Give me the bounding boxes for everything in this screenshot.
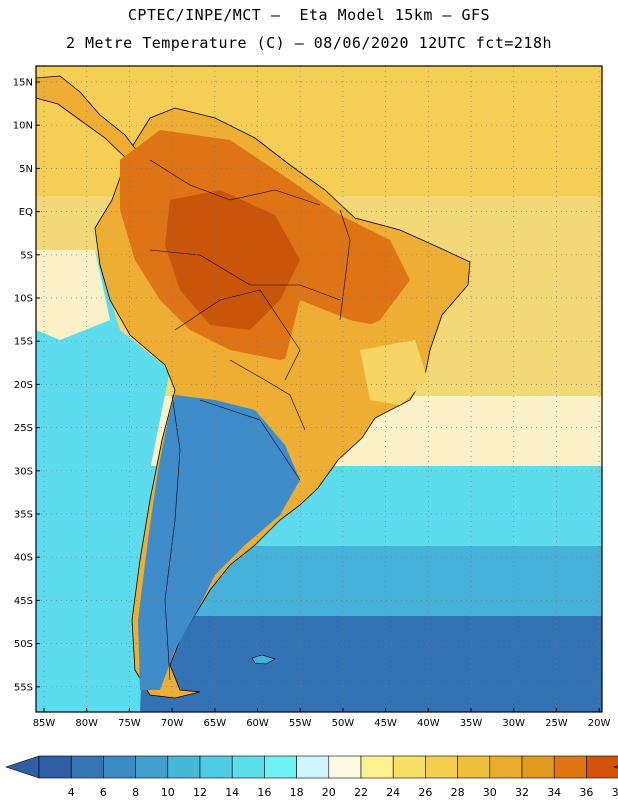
map-title: CPTEC/INPE/MCT – Eta Model 15km – GFS (127, 6, 491, 24)
lat-label: 15S (14, 337, 33, 348)
lon-label: 45W (374, 718, 397, 729)
lon-label: 60W (246, 718, 269, 729)
colorbar-swatch (296, 755, 330, 779)
country-borders (149, 159, 351, 681)
colorbar-label: 10 (161, 786, 175, 799)
lon-label: 40W (417, 718, 440, 729)
colorbar-label: 36 (579, 786, 593, 799)
colorbar-low-arrow (5, 755, 40, 779)
colorbar-label: 18 (290, 786, 304, 799)
colorbar-label: 38 (612, 786, 618, 799)
colorbar-label: 30 (483, 786, 497, 799)
lat-label: EQ (19, 207, 33, 218)
lat-label: 5S (20, 250, 33, 261)
lon-label: 75W (118, 718, 141, 729)
colorbar-high-arrow (612, 765, 618, 769)
lat-label: 50S (14, 639, 33, 650)
colorbar-label: 24 (386, 786, 400, 799)
lon-label: 70W (161, 718, 184, 729)
colorbar-label: 6 (100, 786, 107, 799)
colorbar-label: 28 (451, 786, 465, 799)
lat-label: 5N (19, 164, 33, 175)
colorbar-swatch (457, 755, 491, 779)
lat-label: 55S (14, 682, 33, 693)
lon-label: 65W (203, 718, 226, 729)
colorbar-label: 14 (225, 786, 239, 799)
colorbar-swatch (392, 755, 426, 779)
lon-label: 25W (545, 718, 568, 729)
colorbar-swatch (328, 755, 362, 779)
core-hot-region (165, 190, 300, 330)
lat-label: 10N (13, 121, 33, 132)
colorbar-swatch (103, 755, 136, 779)
colorbar-swatch (199, 755, 233, 779)
colorbar-label: 20 (322, 786, 336, 799)
colorbar-swatch (425, 755, 458, 779)
lat-label: 40S (14, 553, 33, 564)
lat-label: 10S (14, 294, 33, 305)
colorbar-swatch (521, 755, 555, 779)
map-field (36, 66, 602, 712)
lat-label: 15N (13, 78, 33, 89)
lon-label: 50W (332, 718, 355, 729)
pacific-pale-water (36, 250, 110, 340)
lat-label: 20S (14, 380, 33, 391)
colorbar-swatch (553, 755, 587, 779)
colorbar-swatch (167, 755, 201, 779)
colorbar-label: 22 (354, 786, 368, 799)
lat-label: 45S (14, 596, 33, 607)
map-frame (35, 65, 603, 713)
latitude-axis: 15N 10N 5N EQ 5S 10S 15S 20S 25S 30S 35S 40S 45S 50S 5… (13, 78, 40, 693)
lat-label: 35S (14, 510, 33, 521)
lon-label: 85W (33, 718, 56, 729)
color-scale-bar: 4 6 8 10 12 14 16 18 20 22 24 26 28 30 32 34 36 38 (5, 755, 618, 799)
colorbar-swatch (231, 755, 265, 779)
lat-label: 25S (14, 423, 33, 434)
lat-label: 30S (14, 466, 33, 477)
colorbar-swatch (70, 755, 104, 779)
lon-label: 80W (75, 718, 98, 729)
colorbar-swatch (264, 755, 297, 779)
southeast-warm-region (285, 300, 425, 440)
colorbar-label: 34 (547, 786, 561, 799)
colorbar-label: 16 (257, 786, 271, 799)
colorbar-swatch (135, 755, 169, 779)
colorbar-label: 4 (68, 786, 75, 799)
colorbar-swatch (360, 755, 394, 779)
lon-label: 20W (588, 718, 611, 729)
map-subtitle: 2 Metre Temperature (C) – 08/06/2020 12U… (65, 34, 553, 52)
colorbar-label: 26 (418, 786, 432, 799)
lon-label: 55W (289, 718, 312, 729)
lon-label: 30W (502, 718, 525, 729)
colorbar-label: 12 (193, 786, 207, 799)
colorbar-label: 8 (132, 786, 139, 799)
longitude-axis: 85W 80W 75W 70W 65W 60W 55W 50W 45W 40W 35W 30W 25W 2… (33, 708, 611, 729)
lon-label: 35W (460, 718, 483, 729)
colorbar-label: 32 (515, 786, 529, 799)
colorbar-swatch (38, 755, 72, 779)
coastal-mild-region (360, 340, 428, 405)
colorbar-swatch (489, 755, 523, 779)
colorbar-swatch (586, 755, 618, 779)
